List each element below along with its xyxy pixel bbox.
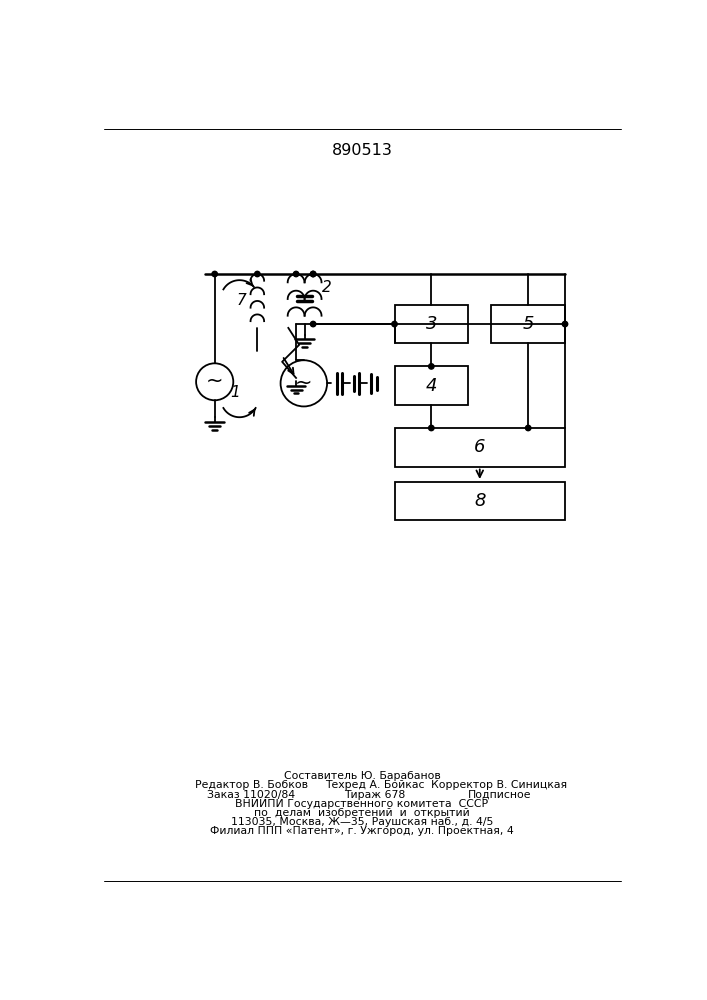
Text: Тираж 678: Тираж 678: [344, 790, 406, 800]
Circle shape: [562, 321, 568, 327]
Circle shape: [255, 271, 260, 277]
Text: 4: 4: [426, 377, 437, 395]
Text: 8: 8: [474, 492, 486, 510]
Circle shape: [293, 271, 299, 277]
Text: ВНИИПИ Государственного комитета  СССР: ВНИИПИ Государственного комитета СССР: [235, 799, 489, 809]
Text: Техред А. Бойкас: Техред А. Бойкас: [325, 780, 425, 790]
Text: Заказ 11020/84: Заказ 11020/84: [207, 790, 296, 800]
Text: 113035, Москва, Ж—35, Раушская наб., д. 4/5: 113035, Москва, Ж—35, Раушская наб., д. …: [230, 817, 493, 827]
Text: Составитель Ю. Барабанов: Составитель Ю. Барабанов: [284, 771, 440, 781]
Text: 890513: 890513: [332, 143, 392, 158]
Text: ~: ~: [206, 371, 223, 391]
Text: 2: 2: [322, 280, 332, 295]
Text: Корректор В. Синицкая: Корректор В. Синицкая: [431, 780, 567, 790]
Text: 7: 7: [237, 293, 247, 308]
Text: Подписное: Подписное: [467, 790, 531, 800]
Text: ~: ~: [295, 373, 312, 393]
Text: по  делам  изобретений  и  открытий: по делам изобретений и открытий: [254, 808, 470, 818]
Text: 6: 6: [474, 438, 486, 456]
Circle shape: [310, 271, 316, 277]
Circle shape: [428, 425, 434, 431]
Bar: [395, 482, 565, 520]
Text: 5: 5: [522, 315, 534, 333]
Circle shape: [212, 271, 218, 277]
Bar: [395, 305, 468, 343]
Bar: [395, 428, 565, 466]
Circle shape: [428, 364, 434, 369]
Circle shape: [310, 271, 316, 277]
Circle shape: [392, 321, 397, 327]
Bar: [395, 366, 468, 405]
Bar: [491, 305, 565, 343]
Circle shape: [525, 425, 531, 431]
Circle shape: [310, 321, 316, 327]
Text: Филиал ППП «Патент», г. Ужгород, ул. Проектная, 4: Филиал ППП «Патент», г. Ужгород, ул. Про…: [210, 826, 514, 836]
Text: 1: 1: [230, 385, 240, 400]
Text: 3: 3: [426, 315, 437, 333]
Text: Редактор В. Бобков: Редактор В. Бобков: [194, 780, 308, 790]
